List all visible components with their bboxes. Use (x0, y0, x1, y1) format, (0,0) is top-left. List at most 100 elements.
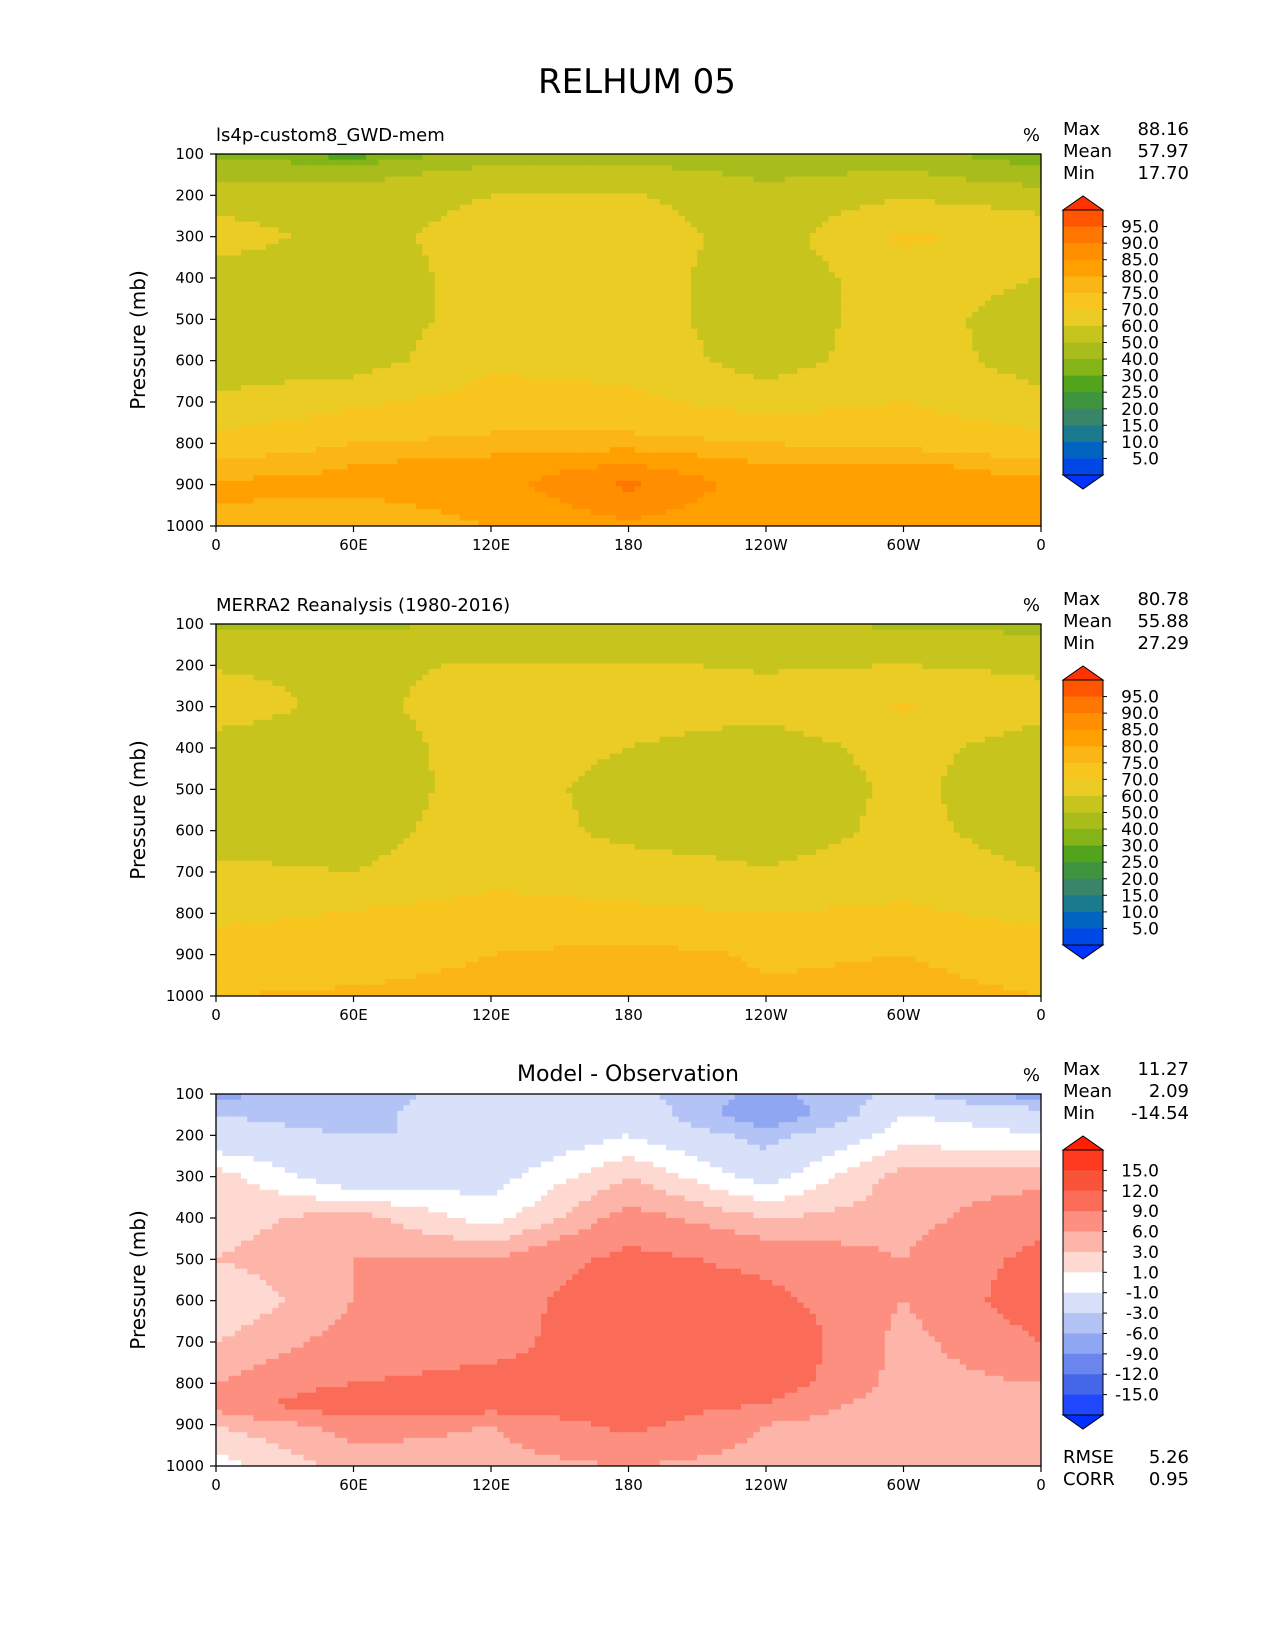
contour-cell (859, 300, 867, 307)
contour-cell (734, 176, 742, 183)
contour-cell (878, 204, 886, 211)
contour-cell (422, 283, 430, 290)
contour-cell (291, 345, 298, 352)
contour-cell (259, 272, 267, 279)
contour-cell (922, 328, 930, 335)
contour-cell (759, 176, 767, 183)
contour-cell (572, 255, 580, 262)
contour-cell (391, 362, 398, 369)
contour-cell (328, 351, 336, 358)
contour-cell (984, 193, 992, 200)
contour-cell (1009, 283, 1017, 290)
contour-cell (947, 278, 955, 285)
contour-cell (303, 345, 311, 352)
contour-cell (328, 221, 336, 228)
contour-cell (466, 328, 473, 335)
contour-cell (609, 334, 617, 341)
contour-cell (253, 193, 261, 200)
contour-cell (659, 362, 667, 369)
contour-cell (284, 328, 292, 335)
contour-cell (609, 182, 617, 189)
contour-cell (284, 154, 292, 161)
contour-cell (516, 154, 523, 161)
contour-cell (509, 170, 517, 178)
contour-cell (222, 261, 230, 268)
contour-cell (366, 182, 373, 189)
contour-cell (853, 249, 861, 257)
contour-cell (353, 323, 361, 330)
contour-cell (353, 289, 361, 296)
contour-cell (428, 238, 436, 245)
contour-cell (228, 232, 236, 240)
contour-cell (416, 176, 423, 183)
contour-cell (1028, 261, 1036, 268)
contour-cell (247, 356, 255, 364)
contour-cell (772, 356, 780, 364)
contour-cell (972, 210, 980, 217)
contour-cell (409, 238, 417, 245)
contour-cell (866, 165, 873, 172)
contour-cell (809, 193, 817, 200)
contour-cell (578, 328, 586, 335)
contour-cell (278, 362, 286, 369)
contour-cell (616, 170, 623, 178)
contour-cell (422, 278, 430, 285)
contour-cell (609, 351, 617, 358)
contour-cell (578, 244, 586, 251)
contour-cell (797, 232, 805, 240)
contour-cell (953, 227, 961, 234)
contour-cell (528, 249, 536, 257)
contour-cell (416, 306, 423, 313)
contour-cell (659, 210, 667, 217)
contour-cell (272, 266, 280, 273)
contour-cell (1034, 182, 1041, 189)
contour-cell (866, 199, 873, 206)
contour-cell (291, 255, 298, 262)
contour-cell (222, 340, 230, 347)
contour-cell (759, 204, 767, 211)
contour-cell (859, 210, 867, 217)
contour-cell (978, 345, 986, 352)
contour-cell (316, 351, 323, 358)
contour-cell (578, 199, 586, 206)
contour-cell (816, 340, 823, 347)
contour-cell (947, 165, 955, 172)
contour-cell (284, 232, 292, 240)
contour-cell (1009, 238, 1017, 245)
contour-cell (497, 227, 505, 234)
contour-cell (978, 210, 986, 217)
contour-cell (628, 238, 636, 245)
contour-cell (503, 289, 511, 296)
contour-cell (841, 283, 848, 290)
contour-cell (1022, 272, 1030, 279)
contour-cell (578, 154, 586, 161)
contour-cell (672, 216, 680, 223)
contour-cell (834, 278, 842, 285)
contour-cell (466, 278, 473, 285)
contour-cell (266, 199, 273, 206)
contour-cell (947, 311, 955, 319)
contour-cell (684, 294, 692, 302)
contour-cell (684, 187, 692, 195)
contour-cell (297, 187, 305, 195)
contour-cell (934, 317, 942, 324)
contour-cell (447, 340, 455, 347)
contour-cell (966, 283, 973, 290)
contour-cell (547, 249, 555, 257)
contour-cell (247, 261, 255, 268)
contour-cell (547, 170, 555, 178)
contour-cell (766, 159, 773, 166)
contour-cell (409, 328, 417, 335)
contour-cell (859, 238, 867, 245)
contour-cell (634, 154, 642, 161)
contour-cell (409, 340, 417, 347)
contour-cell (703, 255, 711, 262)
contour-cell (803, 323, 811, 330)
contour-cell (728, 351, 736, 358)
contour-cell (853, 187, 861, 195)
contour-cell (503, 193, 511, 200)
contour-cell (541, 306, 548, 313)
contour-cell (859, 311, 867, 319)
contour-cell (553, 232, 561, 240)
contour-cell (997, 238, 1005, 245)
